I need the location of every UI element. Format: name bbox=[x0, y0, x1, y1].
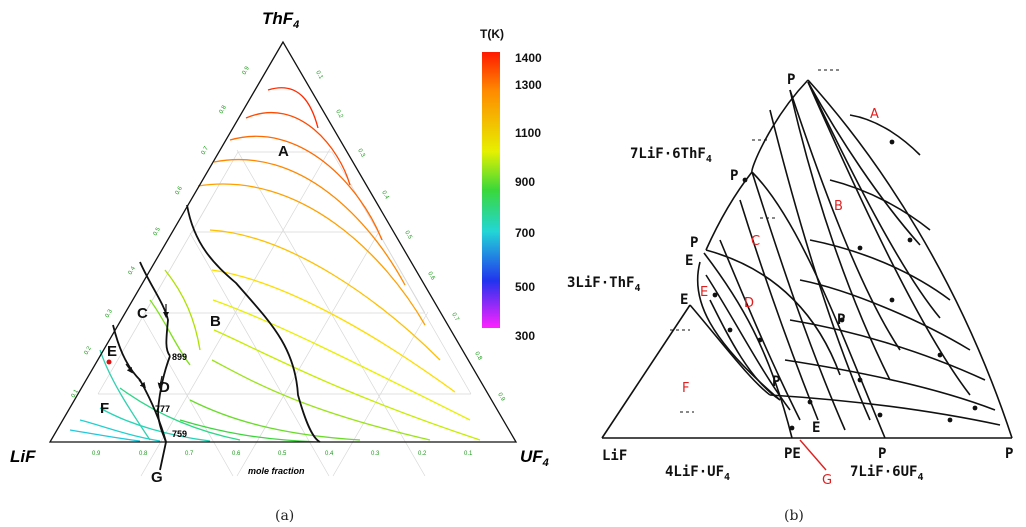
region-label-g: G bbox=[822, 473, 832, 488]
colorbar-tick: 1100 bbox=[515, 126, 541, 140]
tick-label: 0.3 bbox=[371, 451, 380, 457]
tick-label: 0.4 bbox=[380, 190, 390, 201]
flow-arrows bbox=[712, 139, 978, 431]
temperature-label: 899 bbox=[172, 352, 187, 362]
colorbar-gradient bbox=[482, 52, 500, 328]
panel-b: 7LiF·6ThF4 3LiF·ThF4 LiF 4LiF·UF4 7LiF·6… bbox=[567, 69, 1013, 488]
colorbar-title: T(K) bbox=[480, 27, 504, 41]
tick-label: 0.1 bbox=[314, 70, 324, 81]
axis-title: mole fraction bbox=[248, 466, 305, 476]
tick-label: 0.7 bbox=[450, 312, 460, 323]
tick-label: 0.6 bbox=[232, 451, 241, 457]
colorbar-tick: 900 bbox=[515, 175, 535, 189]
compound-label-4lif-uf4: 4LiF·UF4 bbox=[665, 464, 730, 483]
tick-label: 0.1 bbox=[464, 451, 473, 457]
compound-label-7lif-6uf4: 7LiF·6UF4 bbox=[850, 464, 923, 483]
tick-label: 0.4 bbox=[128, 265, 138, 276]
compound-label-3lif-thf4: 3LiF·ThF4 bbox=[567, 275, 640, 294]
point-label-p: P bbox=[787, 72, 795, 88]
compound-label-lif: LiF bbox=[602, 448, 627, 464]
tick-label: 0.3 bbox=[356, 148, 366, 159]
vertex-label-left: LiF bbox=[10, 447, 36, 466]
tick-label: 0.6 bbox=[426, 271, 436, 282]
colorbar-tick: 1400 bbox=[515, 51, 542, 65]
axis-ticks-bottom: 0.9 0.8 0.7 0.6 0.5 0.4 0.3 0.2 0.1 bbox=[92, 451, 473, 457]
tick-label: 0.5 bbox=[153, 226, 163, 237]
region-label-a: A bbox=[870, 107, 879, 122]
colorbar-tick: 1300 bbox=[515, 78, 542, 92]
region-label-d: D bbox=[744, 296, 754, 311]
point-label-p: P bbox=[690, 235, 698, 251]
tick-label: 0.1 bbox=[71, 388, 81, 399]
tick-label: 0.9 bbox=[242, 65, 252, 76]
region-label-e: E bbox=[700, 285, 708, 300]
vertex-label-top: ThF4 bbox=[262, 9, 299, 31]
vertex-label-right: UF4 bbox=[520, 447, 549, 469]
tick-label: 0.9 bbox=[92, 451, 101, 457]
colorbar-tick: 500 bbox=[515, 280, 535, 294]
region-label-f: F bbox=[100, 400, 109, 417]
tick-label: 0.7 bbox=[201, 145, 211, 156]
point-label-p: P bbox=[1005, 446, 1013, 462]
tick-label: 0.4 bbox=[325, 451, 334, 457]
point-labels: P P P E E P P E PE P P bbox=[680, 72, 1013, 462]
point-label-e: E bbox=[812, 420, 820, 436]
point-label-e: E bbox=[680, 292, 688, 308]
region-label-b: B bbox=[210, 313, 221, 330]
ternary-triangle bbox=[48, 40, 518, 443]
caption-b: (b) bbox=[784, 508, 804, 524]
tick-label: 0.7 bbox=[185, 451, 194, 457]
point-label-pe: PE bbox=[784, 446, 801, 462]
region-label-f: F bbox=[682, 381, 689, 396]
tick-label: 0.8 bbox=[139, 451, 148, 457]
colorbar-tick: 700 bbox=[515, 226, 535, 240]
temperature-label: 759 bbox=[172, 429, 187, 439]
point-label-p: P bbox=[837, 312, 845, 328]
tick-label: 0.3 bbox=[105, 308, 115, 319]
caption-a: (a) bbox=[275, 508, 294, 524]
region-label-g: G bbox=[151, 469, 163, 486]
tick-label: 0.6 bbox=[175, 185, 185, 196]
colorbar-tick: 300 bbox=[515, 329, 535, 343]
isotherm-lines bbox=[69, 87, 481, 443]
dashed-ticks bbox=[670, 69, 840, 413]
region-label-c: C bbox=[751, 234, 760, 249]
region-label-d: D bbox=[159, 379, 170, 396]
point-label-p: P bbox=[772, 374, 780, 390]
boundary-arrows bbox=[125, 304, 169, 389]
tick-label: 0.9 bbox=[496, 392, 506, 403]
region-label-b: B bbox=[834, 199, 843, 214]
ternary-grid bbox=[97, 148, 472, 477]
red-marker bbox=[106, 359, 112, 365]
tick-label: 0.8 bbox=[473, 351, 483, 362]
temperature-label: 777 bbox=[155, 404, 170, 414]
colorbar: T(K) 1400 1300 1100 900 700 500 300 bbox=[480, 27, 542, 343]
tick-label: 0.5 bbox=[278, 451, 287, 457]
region-label-a: A bbox=[278, 143, 289, 160]
phase-boundaries bbox=[112, 204, 321, 471]
compound-label-7lif-6thf4: 7LiF·6ThF4 bbox=[630, 146, 712, 165]
phase-diagram-lines bbox=[601, 79, 1013, 439]
point-label-p: P bbox=[878, 446, 886, 462]
tick-label: 0.2 bbox=[418, 451, 427, 457]
region-label-c: C bbox=[137, 305, 148, 322]
region-label-e: E bbox=[107, 343, 117, 360]
tick-label: 0.8 bbox=[219, 104, 229, 115]
tick-label: 0.5 bbox=[403, 230, 413, 241]
pointer-g-line bbox=[799, 439, 827, 471]
axis-ticks-left: 0.1 0.2 0.3 0.4 0.5 0.6 0.7 0.8 0.9 bbox=[71, 65, 252, 399]
axis-ticks-right: 0.1 0.2 0.3 0.4 0.5 0.6 0.7 0.8 0.9 bbox=[314, 70, 506, 403]
point-label-e: E bbox=[685, 253, 693, 269]
point-label-p: P bbox=[730, 168, 738, 184]
panel-a: 0.1 0.2 0.3 0.4 0.5 0.6 0.7 0.8 0.9 0.1 … bbox=[10, 9, 549, 486]
tick-label: 0.2 bbox=[334, 109, 344, 120]
tick-label: 0.2 bbox=[84, 345, 94, 356]
